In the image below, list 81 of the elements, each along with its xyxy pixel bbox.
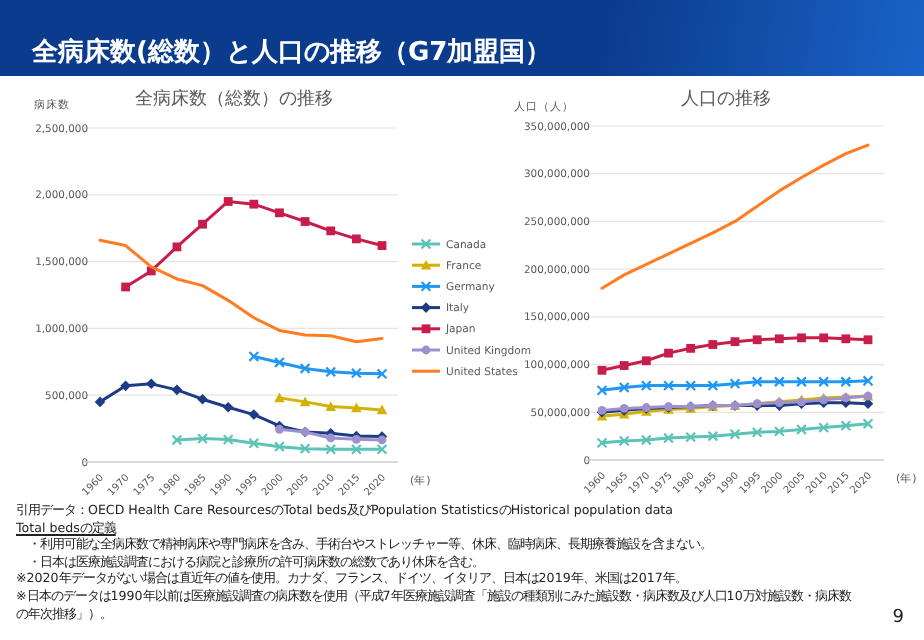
point — [685, 431, 697, 443]
point — [618, 435, 630, 447]
point — [597, 365, 607, 375]
point — [376, 368, 388, 380]
point — [171, 434, 183, 446]
point — [223, 197, 233, 206]
point — [729, 428, 741, 440]
point — [326, 226, 336, 236]
point — [171, 384, 183, 396]
point — [376, 443, 388, 455]
point — [273, 356, 285, 368]
point — [325, 443, 337, 455]
point — [707, 430, 719, 442]
point — [708, 340, 718, 349]
point — [377, 241, 387, 250]
text: 全病床数(総数）と人口の推移（G7加盟国） — [32, 35, 552, 70]
point — [596, 384, 608, 396]
point — [618, 381, 630, 393]
point — [818, 422, 830, 434]
point — [248, 350, 260, 362]
point — [197, 393, 208, 405]
line-series — [98, 238, 384, 344]
point — [273, 441, 285, 453]
point — [325, 366, 337, 378]
point — [274, 392, 285, 403]
point — [120, 380, 131, 392]
point — [197, 433, 209, 445]
point — [664, 348, 673, 358]
point — [773, 425, 785, 437]
point — [299, 362, 311, 374]
point — [299, 443, 311, 455]
chart-title: 全病床数（総数）の推移 — [135, 88, 333, 110]
point — [619, 361, 629, 370]
point — [819, 333, 829, 343]
point — [222, 401, 234, 413]
point — [863, 335, 873, 345]
point — [797, 333, 806, 343]
point — [596, 437, 608, 449]
point — [351, 234, 361, 244]
point — [862, 375, 874, 387]
point — [773, 376, 785, 388]
point — [796, 376, 807, 388]
point — [248, 409, 260, 420]
point — [121, 282, 131, 292]
point — [841, 334, 851, 344]
point — [707, 380, 719, 392]
point — [222, 434, 234, 446]
point — [248, 437, 260, 449]
point — [774, 334, 784, 344]
point — [351, 402, 362, 413]
point — [376, 404, 388, 415]
point — [326, 433, 336, 443]
text: 9 — [892, 608, 904, 628]
point — [299, 396, 311, 407]
point — [686, 343, 696, 353]
point — [840, 376, 852, 388]
point — [751, 426, 763, 438]
point — [685, 380, 697, 392]
point — [249, 199, 259, 209]
point — [641, 356, 651, 366]
point — [300, 217, 310, 226]
point — [751, 376, 763, 388]
point — [350, 367, 362, 379]
point — [94, 396, 106, 408]
point — [198, 219, 207, 229]
point — [275, 208, 284, 218]
chart-title: 人口の推移 — [681, 88, 771, 110]
point — [350, 443, 362, 455]
point — [840, 420, 852, 432]
point — [729, 378, 741, 390]
point — [862, 418, 874, 430]
point — [752, 335, 762, 345]
point — [796, 423, 807, 435]
line-series — [600, 143, 870, 290]
point — [325, 401, 337, 411]
point — [663, 380, 674, 392]
point — [663, 432, 674, 444]
point — [730, 337, 740, 347]
point — [640, 434, 652, 446]
point — [818, 376, 830, 388]
point — [640, 380, 652, 392]
